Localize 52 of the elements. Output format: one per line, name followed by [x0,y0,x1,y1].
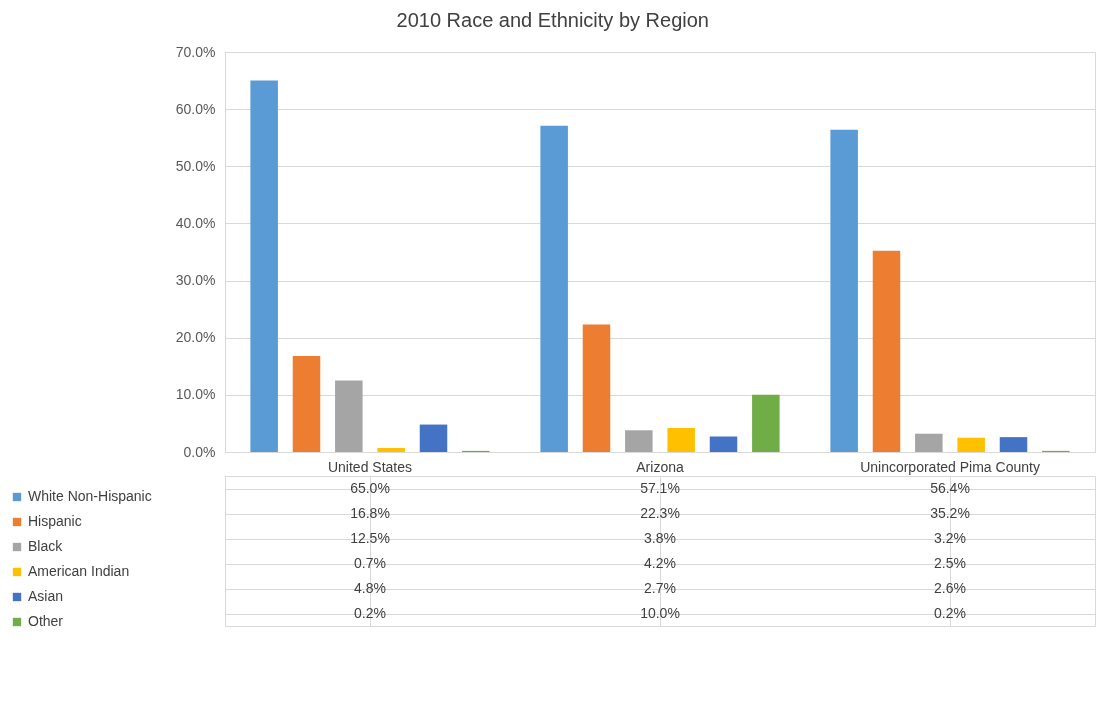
bar [667,428,695,452]
y-tick-label: 30.0% [175,272,216,289]
bar [377,448,405,452]
y-tick-label: 70.0% [175,43,216,60]
data-label: 0.7% [354,554,386,571]
bar [582,324,611,452]
chart-title: 2010 Race and Ethnicity by Region [396,8,709,31]
data-label: 3.2% [934,529,966,546]
data-label: 10.0% [640,604,680,621]
bar [872,250,901,452]
y-tick-label: 60.0% [175,100,216,117]
data-label: 2.5% [934,554,966,571]
x-tick-label: Arizona [636,458,684,475]
legend-label: Hispanic [28,513,82,529]
legend-label: Asian [28,588,64,604]
bar [540,125,568,452]
data-label: 57.1% [640,479,680,496]
data-label: 56.4% [930,479,970,496]
data-label: 12.5% [350,529,390,546]
y-tick-label: 50.0% [175,157,216,174]
data-label: 2.7% [644,579,676,596]
bar [625,430,653,452]
bar [999,437,1028,452]
y-tick-label: 20.0% [175,329,216,346]
y-tick-label: 10.0% [175,386,216,403]
data-label: 4.2% [644,554,676,571]
legend-label: Other [28,613,64,629]
data-label: 4.8% [354,579,386,596]
bar [915,433,943,452]
x-tick-label: United States [327,458,413,475]
data-label: 35.2% [930,504,970,521]
bar [752,394,780,452]
bar [335,380,363,452]
legend-label: Black [28,538,64,554]
data-label: 22.3% [640,504,680,521]
bar [957,437,985,452]
data-label: 16.8% [350,504,390,521]
data-label: 65.0% [350,479,390,496]
data-label: 2.6% [934,579,966,596]
data-label: 3.8% [644,529,676,546]
data-label: 0.2% [354,604,386,621]
legend-label: American Indian [28,563,130,579]
y-tick-label: 0.0% [183,443,216,460]
bar [250,80,278,452]
bar [709,436,738,452]
legend-label: White Non-Hispanic [28,488,152,504]
y-tick-label: 40.0% [175,214,216,231]
bar [830,129,858,452]
data-label: 0.2% [934,604,966,621]
x-tick-label: Unincorporated Pima County [860,458,1040,475]
bar [292,356,321,452]
bar [419,424,448,452]
